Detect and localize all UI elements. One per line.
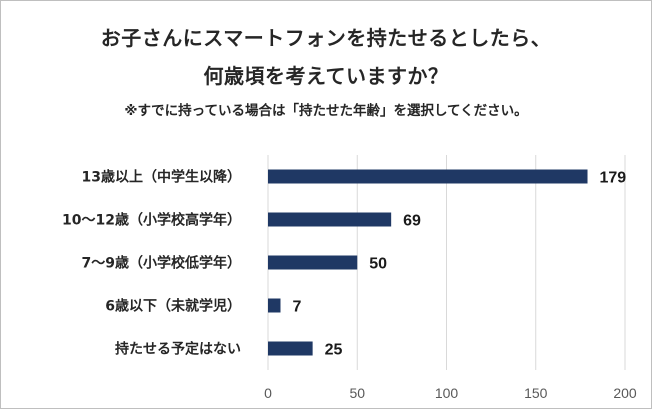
category-label-0: 13歳以上（中学生以降） bbox=[82, 169, 241, 186]
data-label-3: 7 bbox=[292, 299, 301, 316]
category-label-2: 7〜9歳（小学校低学年） bbox=[82, 255, 241, 272]
data-label-2: 50 bbox=[369, 256, 387, 273]
bar-1 bbox=[268, 212, 392, 227]
bar-3 bbox=[268, 298, 281, 313]
chart-title-line2: 何歳頃を考えていますか？ bbox=[203, 64, 449, 88]
bar-2 bbox=[268, 255, 358, 270]
chart-title-line1: お子さんにスマートフォンを持たせるとしたら、 bbox=[100, 26, 552, 50]
x-tick-label-3: 150 bbox=[524, 385, 548, 401]
data-label-1: 69 bbox=[403, 213, 421, 230]
category-label-4: 持たせる予定はない bbox=[115, 341, 241, 358]
chart-subtitle: ※すでに持っている場合は「持たせた年齢」を選択してください。 bbox=[124, 103, 528, 119]
data-label-4: 25 bbox=[325, 342, 343, 359]
bar-4 bbox=[268, 341, 313, 356]
category-label-3: 6歳以下（未就学児） bbox=[105, 298, 241, 315]
x-tick-label-0: 0 bbox=[264, 385, 272, 401]
data-label-0: 179 bbox=[600, 170, 627, 187]
x-tick-label-1: 50 bbox=[349, 385, 365, 401]
bar-0 bbox=[268, 169, 588, 184]
x-tick-label-4: 200 bbox=[613, 385, 637, 401]
x-tick-label-2: 100 bbox=[435, 385, 459, 401]
category-label-1: 10〜12歳（小学校高学年） bbox=[62, 212, 241, 229]
